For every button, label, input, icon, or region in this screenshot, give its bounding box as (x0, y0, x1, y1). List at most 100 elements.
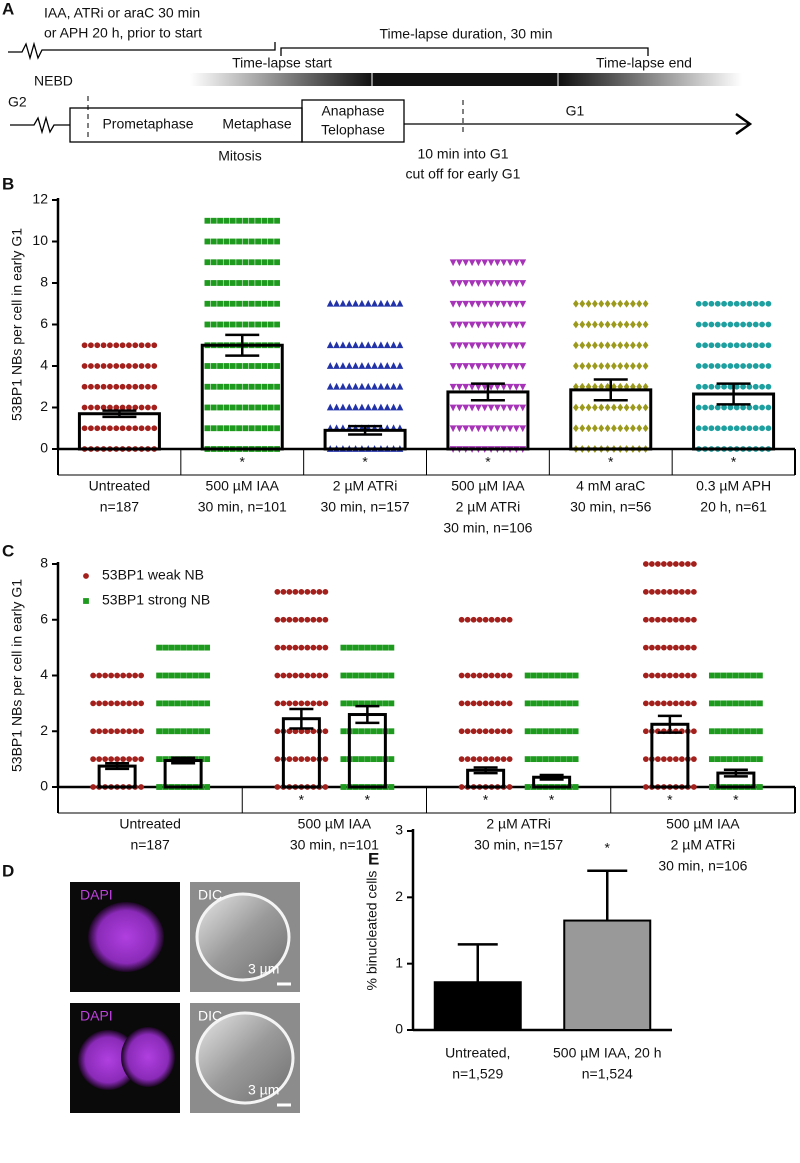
dot (96, 672, 103, 679)
dot (102, 672, 109, 679)
x-tick-label: 2 µM ATRi (671, 837, 736, 853)
dot (458, 728, 465, 735)
dot (132, 425, 139, 432)
y-tick-label: 8 (40, 555, 48, 571)
significance: * (733, 792, 739, 808)
dot (371, 299, 378, 307)
dot (383, 403, 391, 411)
dot (236, 425, 242, 432)
dot (248, 300, 255, 307)
dot (358, 728, 365, 735)
dot (168, 672, 175, 679)
dot (119, 383, 126, 390)
dot (750, 756, 757, 763)
dot (660, 672, 667, 679)
dot (156, 644, 163, 651)
dot (481, 321, 489, 329)
pretreatment-text: IAA, ATRi or araC 30 min (44, 5, 200, 21)
dot (292, 616, 299, 623)
dot (126, 363, 132, 369)
dot (630, 403, 636, 412)
dot (524, 728, 531, 735)
dot (506, 425, 514, 433)
bar (563, 919, 652, 1031)
microscopy-images: D DAPI DIC 3 µm DAPI DIC 3 µm (2, 861, 300, 1113)
dot (684, 644, 691, 651)
y-tick-label: 1 (395, 954, 403, 970)
dot (156, 756, 163, 763)
dot (573, 341, 579, 350)
dot (198, 644, 205, 651)
dot (604, 403, 611, 412)
dot (695, 321, 702, 328)
x-tick-label: n=1,524 (582, 1066, 633, 1082)
dot (456, 404, 463, 412)
dot (94, 363, 101, 369)
dot (506, 363, 514, 370)
dot (186, 728, 193, 735)
dot (339, 341, 347, 349)
dot (695, 404, 702, 411)
dot (322, 728, 329, 735)
dot (333, 382, 340, 390)
dot (370, 756, 377, 763)
phase-text: Telophase (321, 122, 385, 138)
dot (364, 644, 371, 651)
dot (530, 672, 537, 679)
dot (765, 300, 772, 307)
dot (456, 342, 463, 350)
dot (198, 728, 205, 735)
dot (690, 756, 697, 763)
dot (81, 342, 88, 349)
dot (345, 382, 353, 390)
dot (752, 404, 759, 411)
dot (513, 404, 520, 412)
dot (500, 259, 508, 267)
dot (604, 341, 611, 350)
y-axis-label: % binucleated cells (364, 871, 380, 991)
dot (714, 728, 721, 735)
dot (654, 672, 661, 679)
dot (298, 588, 305, 595)
dot (390, 382, 397, 390)
dot (204, 321, 211, 328)
dot (304, 588, 311, 595)
x-tick-label: n=1,529 (452, 1066, 503, 1082)
dot (585, 424, 592, 433)
dot (636, 362, 643, 370)
dot (740, 363, 746, 369)
dot (462, 259, 470, 267)
dot (536, 756, 543, 763)
dot (358, 403, 366, 411)
dot (468, 300, 476, 308)
dot (280, 672, 287, 679)
dot (617, 424, 624, 433)
dot (162, 672, 169, 679)
dot (168, 700, 175, 707)
dot (120, 756, 127, 763)
dot (145, 342, 151, 349)
dot (481, 259, 489, 267)
cutoff-text: cut off for early G1 (406, 166, 521, 182)
dot (592, 299, 598, 308)
timeline-diagram: A IAA, ATRi or araC 30 min or APH 20 h, … (2, 0, 753, 182)
legend-label: 53BP1 weak NB (102, 567, 204, 583)
dot (223, 321, 230, 328)
dot (236, 300, 242, 307)
legend-marker (83, 598, 89, 604)
dot (242, 259, 249, 266)
dot (242, 363, 249, 369)
dot (339, 299, 347, 307)
dot (611, 362, 617, 370)
dot (217, 425, 223, 432)
dot (695, 383, 702, 390)
dot (333, 362, 340, 369)
dot (204, 300, 211, 307)
dot (519, 363, 527, 370)
dot (566, 756, 573, 763)
dot (449, 383, 457, 391)
dot (352, 672, 359, 679)
dot (358, 756, 365, 763)
dot (506, 321, 514, 329)
